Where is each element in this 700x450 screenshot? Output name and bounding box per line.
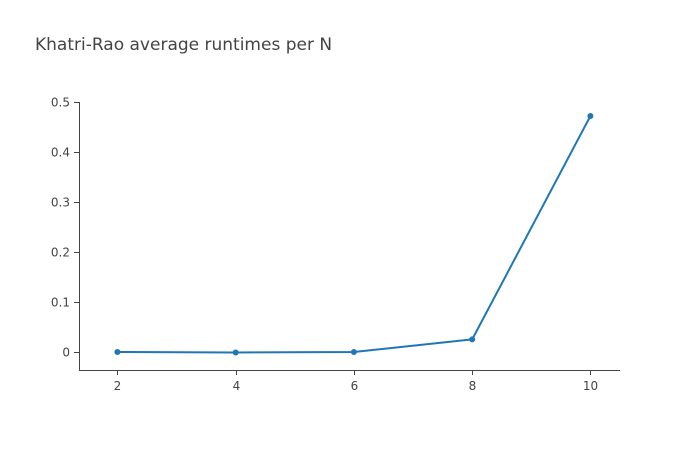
x-tick-label: 4 bbox=[233, 379, 241, 393]
y-tick-label: 0.5 bbox=[51, 96, 70, 110]
x-tick-label: 10 bbox=[583, 379, 598, 393]
data-point bbox=[469, 336, 476, 343]
chart-title: Khatri-Rao average runtimes per N bbox=[35, 35, 332, 55]
y-tick-label: 0.3 bbox=[51, 196, 70, 210]
x-tick-label: 8 bbox=[469, 379, 477, 393]
data-point bbox=[232, 349, 239, 356]
x-tick-label: 6 bbox=[351, 379, 359, 393]
series-line bbox=[117, 115, 592, 354]
series-layer bbox=[114, 113, 594, 356]
y-tick-label: 0 bbox=[62, 346, 70, 360]
y-tick-label: 0.1 bbox=[51, 296, 70, 310]
data-point bbox=[587, 113, 594, 119]
x-tick-label: 2 bbox=[114, 379, 122, 393]
data-point bbox=[114, 349, 121, 355]
y-axis-ticks: 0 0.1 0.2 0.3 0.4 0.5 bbox=[51, 96, 79, 360]
y-tick-label: 0.2 bbox=[51, 246, 70, 260]
x-axis-ticks: 2 4 6 8 10 bbox=[114, 370, 598, 393]
y-tick-label: 0.4 bbox=[51, 146, 70, 160]
data-point bbox=[350, 349, 357, 355]
